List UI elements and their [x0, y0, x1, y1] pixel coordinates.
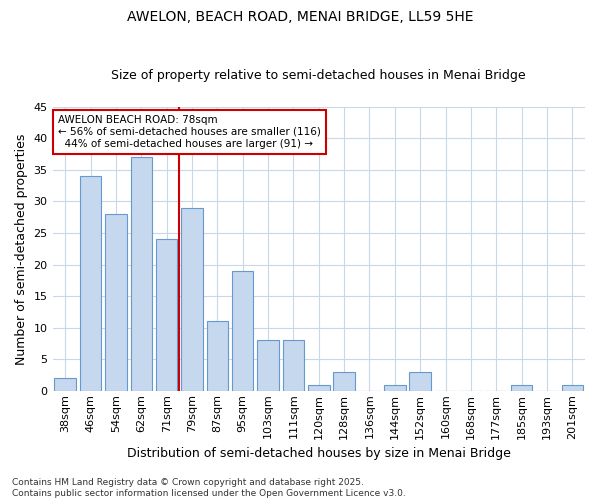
Bar: [181, 208, 203, 391]
Text: Contains HM Land Registry data © Crown copyright and database right 2025.
Contai: Contains HM Land Registry data © Crown c…: [12, 478, 406, 498]
Bar: [409, 372, 431, 391]
Text: AWELON, BEACH ROAD, MENAI BRIDGE, LL59 5HE: AWELON, BEACH ROAD, MENAI BRIDGE, LL59 5…: [127, 10, 473, 24]
Bar: [334, 372, 355, 391]
Title: Size of property relative to semi-detached houses in Menai Bridge: Size of property relative to semi-detach…: [112, 69, 526, 82]
Bar: [206, 322, 228, 391]
Bar: [308, 384, 329, 391]
Bar: [384, 384, 406, 391]
Text: AWELON BEACH ROAD: 78sqm
← 56% of semi-detached houses are smaller (116)
  44% o: AWELON BEACH ROAD: 78sqm ← 56% of semi-d…: [58, 116, 321, 148]
X-axis label: Distribution of semi-detached houses by size in Menai Bridge: Distribution of semi-detached houses by …: [127, 447, 511, 460]
Bar: [562, 384, 583, 391]
Bar: [156, 240, 178, 391]
Bar: [232, 271, 253, 391]
Bar: [105, 214, 127, 391]
Bar: [131, 158, 152, 391]
Bar: [283, 340, 304, 391]
Bar: [511, 384, 532, 391]
Y-axis label: Number of semi-detached properties: Number of semi-detached properties: [15, 133, 28, 364]
Bar: [257, 340, 279, 391]
Bar: [80, 176, 101, 391]
Bar: [55, 378, 76, 391]
